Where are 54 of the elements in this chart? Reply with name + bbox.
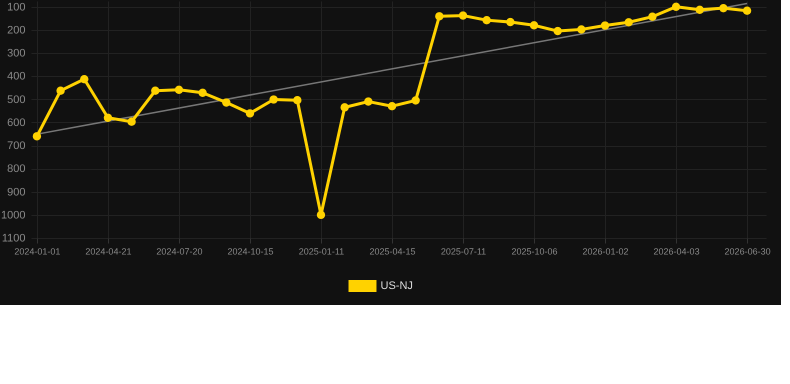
x-tick-label: 2026-04-03 — [654, 246, 700, 256]
y-tick-label: 700 — [7, 140, 26, 152]
x-tick-label: 2025-01-11 — [298, 246, 344, 256]
point — [364, 97, 372, 106]
x-tick-label: 2024-04-21 — [85, 246, 132, 256]
point — [458, 11, 468, 20]
y-tick-label: 100 — [7, 1, 26, 14]
point — [269, 95, 278, 104]
y-tick-label: 1000 — [1, 209, 26, 222]
point — [246, 109, 254, 118]
point — [127, 118, 136, 126]
x-tick-label: 2026-06-30 — [724, 246, 771, 256]
x-tick-label: 2025-04-15 — [369, 246, 416, 256]
point — [482, 16, 491, 24]
point — [222, 98, 230, 107]
y-tick-label: 1100 — [2, 232, 26, 244]
point — [151, 86, 160, 95]
y-tick-label: 800 — [7, 163, 26, 176]
point — [672, 2, 680, 11]
point — [577, 25, 586, 34]
point — [388, 102, 396, 110]
point — [32, 132, 42, 140]
x-tick-label: 2024-10-15 — [227, 246, 274, 256]
y-tick-label: 500 — [7, 94, 26, 106]
y-tick-label: 600 — [7, 116, 26, 129]
point — [435, 12, 444, 20]
point — [554, 26, 562, 36]
point — [624, 18, 633, 26]
y-tick-label: 900 — [7, 186, 26, 198]
point — [104, 114, 112, 122]
x-tick-label: 2024-07-20 — [156, 246, 202, 256]
point — [648, 12, 657, 21]
point — [530, 21, 538, 30]
point — [80, 74, 88, 84]
point — [340, 103, 349, 112]
y-tick-label: 300 — [7, 48, 26, 60]
point — [293, 96, 302, 104]
point — [719, 4, 728, 12]
point — [696, 6, 704, 14]
y-tick-label: 200 — [7, 24, 26, 36]
x-tick-label: 2024-01-01 — [14, 246, 60, 256]
legend-label: US-NJ — [380, 280, 413, 292]
x-tick-label: 2025-07-11 — [440, 246, 486, 256]
point — [198, 88, 207, 97]
point — [56, 86, 65, 95]
point — [742, 6, 752, 15]
point — [600, 21, 610, 30]
point — [506, 18, 515, 26]
x-tick-label: 2025-10-06 — [511, 246, 558, 256]
point — [411, 96, 420, 105]
point — [174, 86, 184, 94]
y-tick-label: 400 — [7, 70, 26, 83]
point — [316, 210, 326, 220]
x-tick-label: 2026-01-02 — [582, 246, 629, 256]
